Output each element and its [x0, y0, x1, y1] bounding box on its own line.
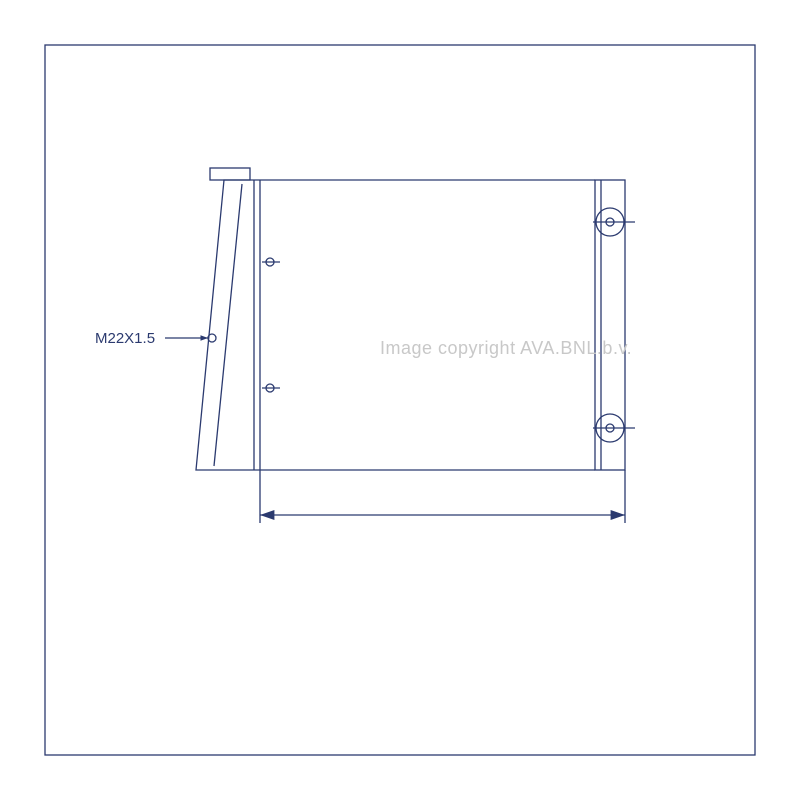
thread-spec-label: M22X1.5	[95, 330, 155, 347]
diagram-canvas: Image copyright AVA.BNL.b.v. M22X1.5	[0, 0, 800, 800]
drawing-svg	[0, 0, 800, 800]
watermark-text: Image copyright AVA.BNL.b.v.	[380, 338, 632, 359]
